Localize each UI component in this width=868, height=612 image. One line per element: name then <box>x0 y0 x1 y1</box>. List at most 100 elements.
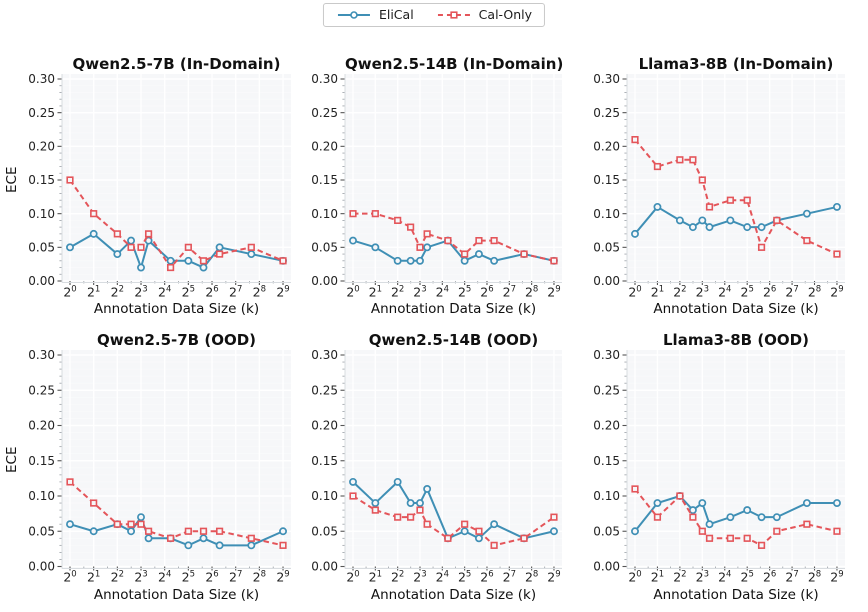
cal-only-marker <box>416 243 424 251</box>
y-tick-label: 0.25 <box>28 383 55 397</box>
cal-only-marker <box>653 513 662 521</box>
x-tick-label: 21 <box>87 285 100 300</box>
x-tick-label: 29 <box>830 570 843 585</box>
cal-only-marker <box>705 203 714 211</box>
series-cal-only <box>631 485 841 549</box>
elical-marker <box>474 534 483 543</box>
x-tick-label: 20 <box>63 285 76 300</box>
cal-only-marker <box>215 250 224 258</box>
legend-label-elical: EliCal <box>378 7 414 22</box>
cal-only-marker <box>726 196 734 204</box>
cal-only-marker <box>137 243 145 251</box>
elical-marker <box>688 223 697 232</box>
x-axis-label: Annotation Data Size (k) <box>93 587 260 603</box>
elical-marker <box>757 513 766 522</box>
series-elical <box>631 202 841 238</box>
elical-marker <box>474 250 483 259</box>
elical-line <box>352 239 555 262</box>
cal-only-marker <box>444 237 452 245</box>
elical-marker <box>66 243 74 252</box>
cal-only-line <box>69 481 284 547</box>
elical-marker <box>144 534 153 543</box>
y-tick-label: 0.20 <box>28 419 55 433</box>
x-tick-label: 24 <box>158 570 171 585</box>
plot-area <box>345 74 562 283</box>
x-tick-label: 23 <box>413 570 426 585</box>
subplot-title: Qwen2.5-14B (In-Domain) <box>345 55 564 73</box>
x-tick-label: 27 <box>229 570 242 585</box>
x-tick-label: 29 <box>276 285 289 300</box>
elical-marker <box>371 243 380 252</box>
elical-marker <box>631 527 639 536</box>
cal-only-marker <box>773 527 781 535</box>
y-tick-label: 0.10 <box>593 489 620 503</box>
x-tick-label: 25 <box>458 285 471 300</box>
y-tick-label: 0.05 <box>311 241 338 255</box>
plot-area <box>627 74 845 283</box>
x-tick-label: 22 <box>391 570 404 585</box>
x-tick-label: 27 <box>785 570 798 585</box>
cal-only-marker <box>394 513 402 521</box>
cal-only-marker <box>743 534 751 542</box>
cal-only-marker <box>184 527 192 535</box>
elical-marker <box>802 209 811 218</box>
elical-marker <box>137 263 145 272</box>
series-cal-only <box>349 492 558 549</box>
y-tick-label: 0.00 <box>593 274 620 288</box>
x-tick-label: 22 <box>111 570 124 585</box>
subplot-title: Qwen2.5-7B (OOD) <box>96 331 257 349</box>
cal-only-marker <box>757 541 766 549</box>
x-tick-label: 24 <box>158 285 171 300</box>
cal-only-marker <box>349 210 357 218</box>
elical-marker <box>423 243 432 252</box>
elical-line <box>352 480 555 540</box>
x-tick-label: 20 <box>63 570 76 585</box>
cal-only-marker <box>394 216 402 225</box>
elical-marker <box>371 499 380 507</box>
y-tick-label: 0.10 <box>311 489 338 503</box>
x-tick-label: 21 <box>369 285 382 300</box>
x-tick-label: 20 <box>628 570 641 585</box>
x-tick-label: 22 <box>673 570 686 585</box>
x-tick-label: 22 <box>111 285 124 300</box>
subplot-title: Qwen2.5-14B (OOD) <box>368 331 539 349</box>
subplot-llama3-8b-ood: 0.00 0.05 0.10 0.15 0.20 0.25 0.30 20 21 22 23 24 25… <box>593 348 845 585</box>
cal-only-marker <box>113 520 121 528</box>
elical-marker <box>393 256 402 265</box>
elical-marker <box>113 250 122 259</box>
subplot-qwen2-5-14b-ood: 0.00 0.05 0.10 0.15 0.20 0.25 0.30 20 21 22 23 24 25… <box>311 348 562 585</box>
x-tick-label: 26 <box>763 570 776 585</box>
cal-only-marker <box>416 506 424 514</box>
cal-only-line-icon <box>437 10 470 19</box>
elical-marker <box>490 256 499 265</box>
series-elical <box>349 477 558 543</box>
elical-marker <box>550 527 558 536</box>
cal-only-marker <box>90 210 98 218</box>
plot-area <box>627 350 845 569</box>
elical-marker <box>653 202 662 211</box>
y-tick-label: 0.20 <box>28 140 55 154</box>
cal-only-marker <box>66 478 74 486</box>
x-tick-label: 27 <box>503 570 516 585</box>
elical-marker <box>653 499 662 507</box>
elical-marker <box>349 236 357 245</box>
elical-marker <box>393 477 402 486</box>
subplot-title: Llama3-8B (In-Domain) <box>638 55 834 73</box>
y-tick-label: 0.20 <box>593 140 620 154</box>
cal-only-line <box>634 138 838 255</box>
x-tick-label: 24 <box>718 285 731 300</box>
x-tick-label: 29 <box>547 285 560 300</box>
elical-marker <box>772 513 781 522</box>
y-tick-label: 0.00 <box>28 274 55 288</box>
elical-marker <box>698 216 707 225</box>
cal-only-marker <box>127 243 135 251</box>
elical-marker <box>460 256 469 265</box>
x-tick-label: 23 <box>134 570 147 585</box>
x-axis-label: Annotation Data Size (k) <box>93 301 260 317</box>
plot-area <box>62 74 291 283</box>
x-tick-label: 23 <box>696 570 709 585</box>
series-elical <box>631 492 841 536</box>
cal-only-line <box>634 488 838 547</box>
